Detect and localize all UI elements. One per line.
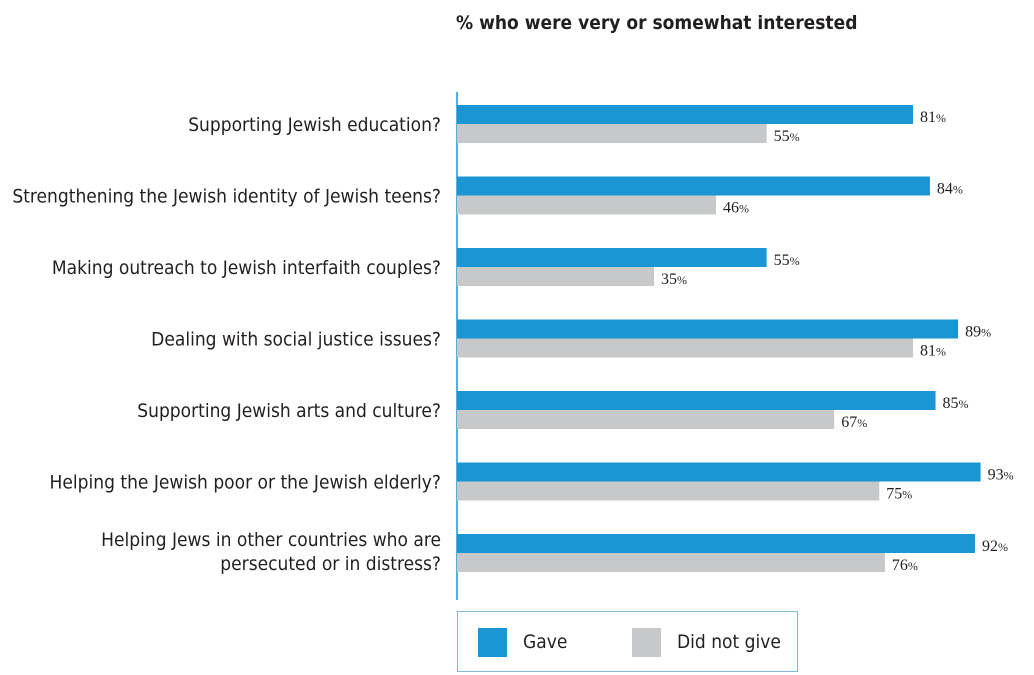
category-label: Dealing with social justice issues? — [151, 329, 441, 351]
data-label-gave: 93% — [988, 467, 1014, 484]
data-label-gave: 81% — [920, 109, 946, 126]
bar-did-not-give — [457, 124, 767, 143]
category-label: Helping the Jewish poor or the Jewish el… — [50, 472, 441, 494]
data-label-did-not-give: 67% — [841, 414, 867, 431]
category-label: Supporting Jewish education? — [188, 114, 441, 136]
bar-did-not-give — [457, 410, 835, 429]
data-label-did-not-give: 81% — [920, 343, 946, 360]
bar-gave — [457, 248, 767, 267]
legend-swatch-did-not-give — [632, 627, 661, 657]
data-label-did-not-give: 76% — [892, 557, 918, 574]
category-label: Strengthening the Jewish identity of Jew… — [12, 186, 441, 208]
category-label: Supporting Jewish arts and culture? — [137, 400, 441, 422]
bar-did-not-give — [457, 553, 885, 572]
data-label-did-not-give: 35% — [661, 271, 687, 288]
legend: Gave Did not give — [457, 611, 798, 672]
chart-title: % who were very or somewhat interested — [456, 12, 858, 34]
bar-did-not-give — [457, 195, 716, 215]
data-label-gave: 55% — [774, 252, 800, 269]
category-label: Making outreach to Jewish interfaith cou… — [52, 257, 441, 279]
data-label-gave: 84% — [937, 181, 963, 198]
data-label-gave: 92% — [982, 538, 1008, 555]
legend-swatch-gave — [478, 627, 507, 657]
data-label-did-not-give: 46% — [723, 200, 749, 217]
bar-did-not-give — [457, 267, 655, 286]
bar-gave — [457, 176, 930, 196]
bar-gave — [457, 391, 936, 410]
bar-gave — [457, 319, 959, 339]
bar-gave — [457, 105, 914, 124]
bar-gave — [457, 534, 975, 553]
category-label: persecuted or in distress? — [220, 553, 441, 575]
legend-label-gave: Gave — [523, 631, 568, 653]
legend-label-did-not-give: Did not give — [677, 631, 781, 653]
legend-item-gave: Gave — [478, 627, 568, 657]
data-label-gave: 89% — [965, 324, 991, 341]
data-label-did-not-give: 55% — [774, 128, 800, 145]
bar-did-not-give — [457, 481, 880, 501]
bar-did-not-give — [457, 338, 914, 358]
bar-gave — [457, 462, 981, 482]
data-label-gave: 85% — [943, 395, 969, 412]
legend-item-did-not-give: Did not give — [632, 627, 781, 657]
data-label-did-not-give: 75% — [886, 486, 912, 503]
category-label: Helping Jews in other countries who are — [101, 529, 441, 551]
